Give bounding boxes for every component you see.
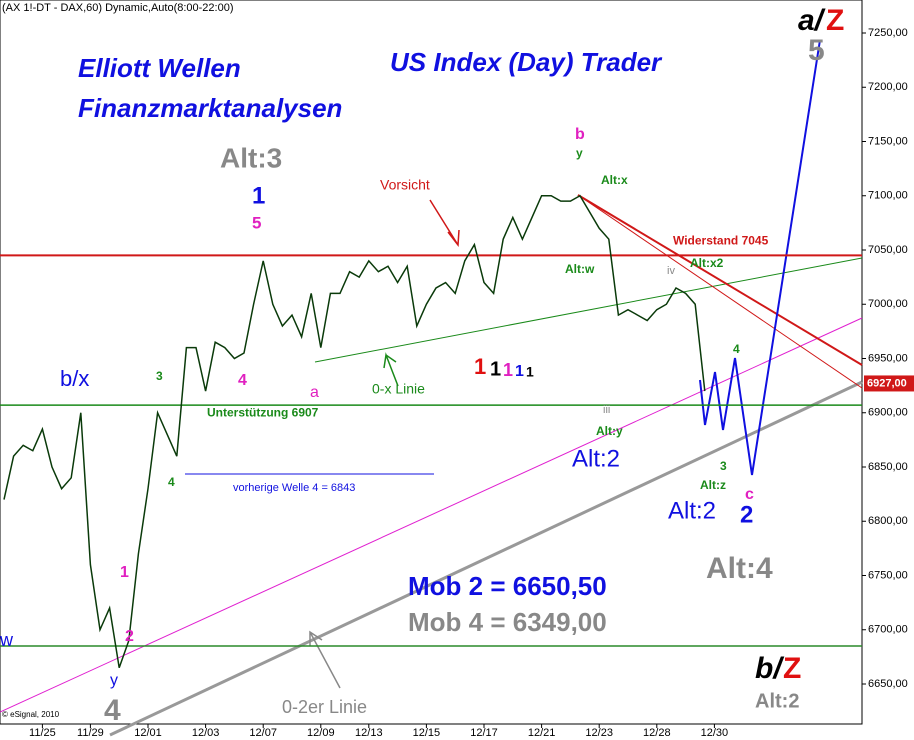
y-tick-label: 7250,00 xyxy=(868,27,908,39)
annotation: 5 xyxy=(808,34,825,67)
annotation: 1 xyxy=(252,182,265,209)
price-tag-label: 6927,00 xyxy=(867,377,907,389)
y-tick-label: 6650,00 xyxy=(868,678,908,690)
annotation: b xyxy=(575,126,585,143)
x-tick-label: 12/30 xyxy=(701,727,729,739)
annotation: iv xyxy=(667,265,675,277)
annotation: Mob 2 = 6650,50 xyxy=(408,571,607,601)
projection-line xyxy=(699,39,821,476)
y-tick-label: 7100,00 xyxy=(868,190,908,202)
annotation: 1 xyxy=(515,363,524,380)
x-tick-label: 11/29 xyxy=(77,727,104,739)
trend-line xyxy=(577,194,863,366)
arrow xyxy=(383,352,399,387)
annotation: Alt:3 xyxy=(220,142,282,173)
annotation: iii xyxy=(603,404,610,416)
x-tick-label: 12/17 xyxy=(470,727,498,739)
y-tick-label: 6700,00 xyxy=(868,624,908,636)
arrow xyxy=(429,199,460,248)
x-tick-label: 12/15 xyxy=(413,727,441,739)
annotation: 4 xyxy=(733,342,740,356)
y-tick-label: 6850,00 xyxy=(868,461,908,473)
annotation: Alt:x xyxy=(601,173,628,187)
chart-title: (AX 1!-DT - DAX,60) Dynamic,Auto(8:00-22… xyxy=(2,2,234,14)
annotation: US Index (Day) Trader xyxy=(390,47,663,77)
price-line xyxy=(3,194,706,668)
annotation: Alt:4 xyxy=(706,552,773,585)
y-tick-label: 7050,00 xyxy=(868,244,908,256)
annotation: 3 xyxy=(156,369,163,383)
annotation: 1 xyxy=(526,364,534,380)
annotation: 4 xyxy=(238,372,247,389)
annotation: b/ xyxy=(755,652,784,685)
annotation: Alt:x2 xyxy=(690,256,724,270)
annotation: Z xyxy=(783,652,801,685)
annotation: 3 xyxy=(720,459,727,473)
x-tick-label: 12/09 xyxy=(307,727,335,739)
annotation: Alt:2 xyxy=(572,445,620,472)
annotation: Alt:z xyxy=(700,478,726,492)
x-tick-label: 12/13 xyxy=(355,727,383,739)
annotation: 0-x Linie xyxy=(372,381,425,397)
annotation: y xyxy=(576,146,583,160)
annotation: 4 xyxy=(104,694,121,727)
x-tick-label: 12/23 xyxy=(585,727,613,739)
x-tick-label: 12/21 xyxy=(528,727,556,739)
trend-lines xyxy=(0,39,863,737)
annotation: Alt:y xyxy=(596,424,623,438)
annotation: Vorsicht xyxy=(380,177,430,193)
trend-line xyxy=(109,380,863,737)
plot-frame xyxy=(0,0,863,725)
annotation: 1 xyxy=(503,360,513,380)
annotation: 0-2er Linie xyxy=(282,697,367,717)
x-tick-label: 12/03 xyxy=(192,727,220,739)
level-label: Unterstützung 6907 xyxy=(207,405,319,419)
x-tick-label: 12/28 xyxy=(643,727,671,739)
x-tick-label: 12/01 xyxy=(134,727,162,739)
annotation: Z xyxy=(826,4,844,37)
annotation: Alt:2 xyxy=(668,497,716,524)
annotation: 4 xyxy=(168,475,175,489)
annotation: Finanzmarktanalysen xyxy=(78,93,342,123)
y-tick-label: 7150,00 xyxy=(868,135,908,147)
annotation: y xyxy=(110,672,118,689)
annotation: 2 xyxy=(740,501,753,528)
price-tag xyxy=(864,375,914,392)
annotation: Elliott Wellen xyxy=(78,53,241,83)
annotation: Alt:2 xyxy=(755,690,799,712)
y-tick-label: 6900,00 xyxy=(868,407,908,419)
annotation: 1 xyxy=(490,358,501,380)
y-tick-label: 6750,00 xyxy=(868,569,908,581)
trend-line xyxy=(314,257,863,363)
annotation: a xyxy=(310,384,319,401)
annotation: b/x xyxy=(60,366,89,391)
annotation: 1 xyxy=(474,354,486,379)
annotation: Alt:w xyxy=(565,262,595,276)
y-tick-label: 6950,00 xyxy=(868,352,908,364)
annotation: w xyxy=(0,630,14,650)
annotation: 1 xyxy=(120,564,129,581)
annotation: vorherige Welle 4 = 6843 xyxy=(233,482,355,494)
y-tick-label: 7200,00 xyxy=(868,81,908,93)
annotation: © eSignal, 2010 xyxy=(2,710,60,719)
annotation: Mob 4 = 6349,00 xyxy=(408,607,607,637)
trend-line xyxy=(577,194,863,389)
level-label: Widerstand 7045 xyxy=(673,234,769,248)
annotation: 2 xyxy=(125,628,134,645)
x-tick-label: 11/25 xyxy=(29,727,56,739)
annotation: 5 xyxy=(252,213,261,232)
annotation: a/ xyxy=(798,4,826,37)
y-tick-label: 7000,00 xyxy=(868,298,908,310)
annotation: c xyxy=(745,486,754,503)
y-tick-label: 6800,00 xyxy=(868,515,908,527)
x-tick-label: 12/07 xyxy=(249,727,277,739)
